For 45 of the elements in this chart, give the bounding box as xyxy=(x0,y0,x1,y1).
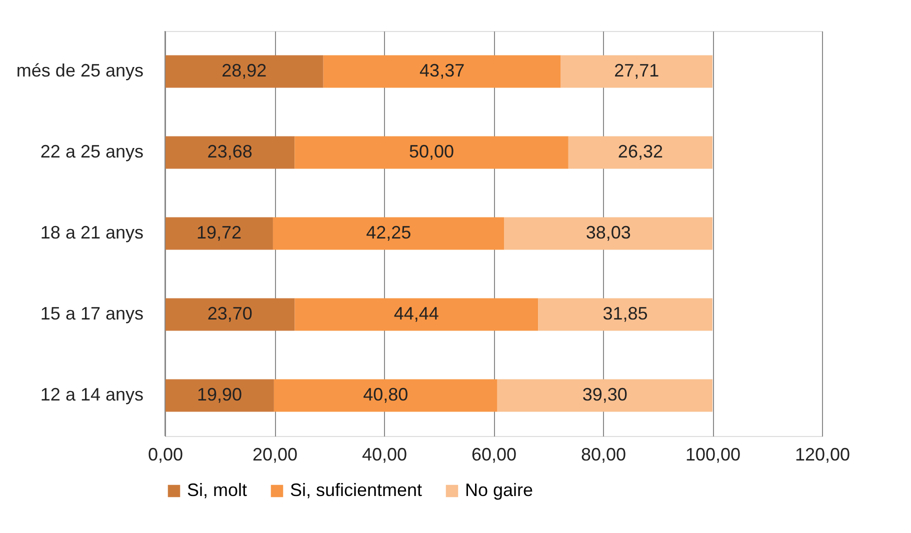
bar xyxy=(165,379,274,412)
y-tick-label: 22 a 25 anys xyxy=(40,142,144,162)
bar xyxy=(272,217,504,250)
data-label: 19,72 xyxy=(196,222,242,242)
data-label: 28,92 xyxy=(222,60,267,80)
bar xyxy=(497,379,712,412)
data-label: 23,70 xyxy=(207,304,252,324)
bar xyxy=(538,298,712,331)
x-tick-label: 80,00 xyxy=(580,444,626,464)
data-label: 27,71 xyxy=(614,60,660,80)
data-label: 39,30 xyxy=(582,384,628,404)
y-tick-label: 12 a 14 anys xyxy=(40,384,144,404)
data-label: 43,37 xyxy=(420,60,465,80)
data-label: 19,90 xyxy=(196,384,242,404)
x-tick-label: 0,00 xyxy=(148,444,184,464)
bar xyxy=(165,136,295,169)
data-label: 44,44 xyxy=(394,304,439,324)
x-tick-label: 100,00 xyxy=(685,444,741,464)
data-label: 42,25 xyxy=(366,222,412,242)
bar xyxy=(294,136,568,169)
data-label: 40,80 xyxy=(363,384,408,404)
y-tick-label: 15 a 17 anys xyxy=(40,304,144,324)
legend-label: Si, molt xyxy=(187,480,248,500)
bar xyxy=(504,217,712,250)
legend-label: No gaire xyxy=(465,480,534,500)
y-tick-label: més de 25 anys xyxy=(16,60,144,80)
y-tick-label: 18 a 21 anys xyxy=(40,222,144,242)
data-label: 50,00 xyxy=(409,142,454,162)
x-tick-label: 60,00 xyxy=(471,444,517,464)
bar xyxy=(568,136,712,169)
data-label: 38,03 xyxy=(586,222,631,242)
bar xyxy=(165,55,324,88)
legend-label: Si, suficientment xyxy=(290,480,422,500)
data-label: 23,68 xyxy=(207,142,252,162)
bar xyxy=(274,379,498,412)
x-tick-label: 120,00 xyxy=(794,444,850,464)
bar xyxy=(294,298,538,331)
x-tick-label: 40,00 xyxy=(362,444,408,464)
bar xyxy=(323,55,561,88)
bar xyxy=(560,55,712,88)
data-label: 26,32 xyxy=(618,142,663,162)
bar xyxy=(165,298,295,331)
data-label: 31,85 xyxy=(602,304,648,324)
bar xyxy=(165,217,273,250)
x-tick-label: 20,00 xyxy=(252,444,298,464)
